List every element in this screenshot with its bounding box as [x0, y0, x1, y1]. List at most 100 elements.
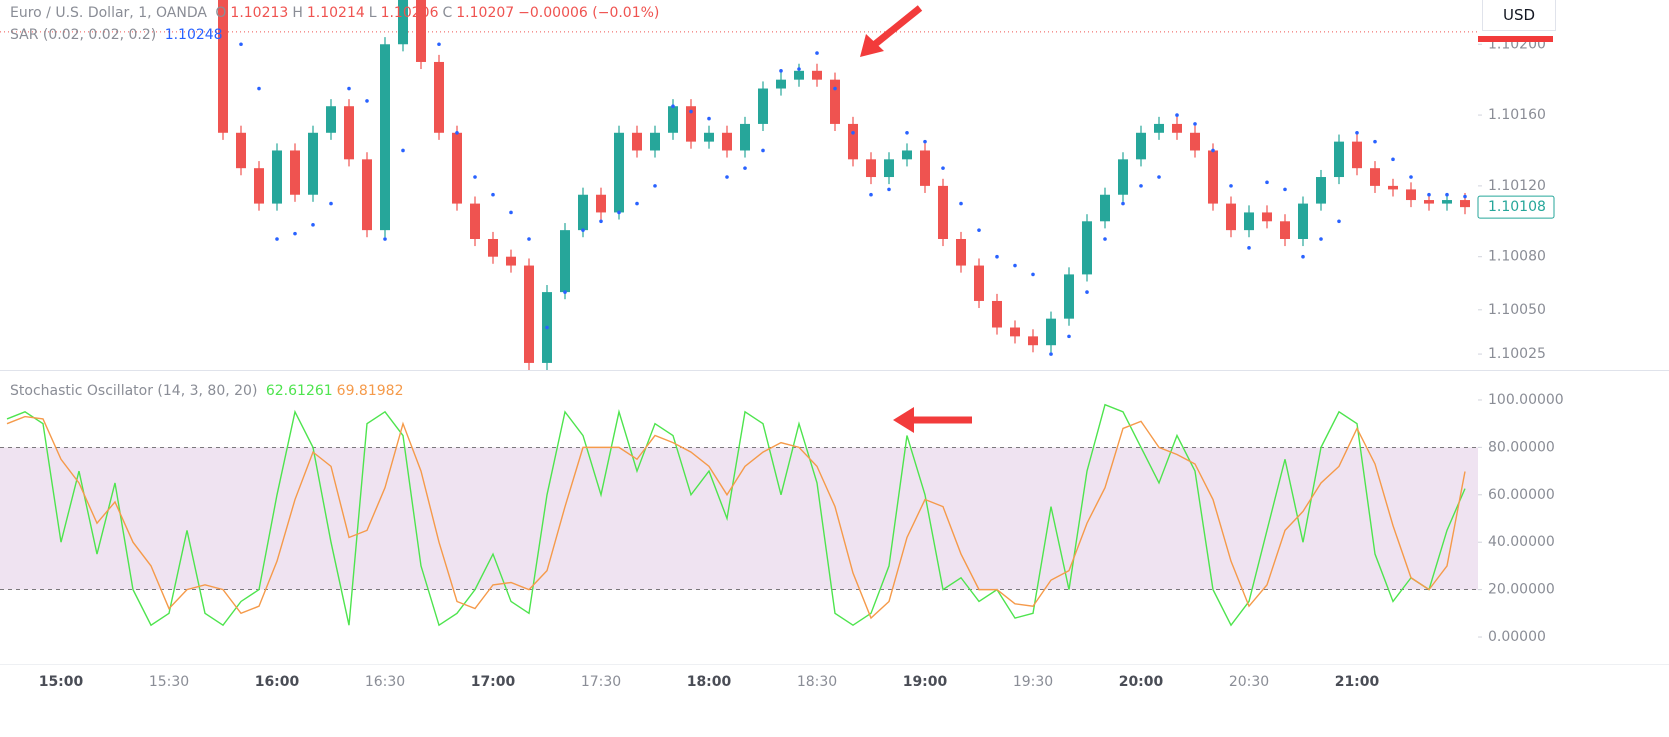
candle-body — [956, 238, 966, 266]
x-tick-label: 17:30 — [581, 674, 621, 690]
sar-dot — [1121, 201, 1125, 206]
candle-body — [1028, 336, 1038, 346]
candle-body — [830, 79, 840, 124]
arrow — [871, 5, 923, 48]
candle-body — [1280, 221, 1290, 239]
candle-body — [1352, 141, 1362, 169]
oscillator-value: 69.81982 — [336, 383, 404, 399]
ohlc-label: O — [215, 5, 227, 21]
ohlc-label: C — [442, 5, 453, 21]
sar-dot — [1013, 263, 1017, 268]
sar-dot — [617, 210, 621, 215]
sar-dot — [1283, 187, 1287, 192]
price-pane — [0, 0, 1478, 370]
sar-dot — [599, 219, 603, 224]
candle-body — [1190, 132, 1200, 151]
sar-dot — [1193, 122, 1197, 126]
sar-dot — [815, 51, 819, 55]
candle-body — [848, 123, 858, 160]
candle-body — [398, 0, 408, 45]
x-tick-label: 15:30 — [149, 674, 189, 690]
ohlc-value: 1.10206 — [380, 5, 439, 21]
sar-dot — [923, 139, 927, 144]
x-tick-label: 19:30 — [1013, 674, 1053, 690]
y-tick-label: 60.00000 — [1488, 487, 1555, 503]
sar-dot — [311, 223, 315, 227]
y-tick-label: 1.10120 — [1488, 178, 1546, 194]
y-tick-label: 1.10025 — [1488, 346, 1546, 362]
candle-body — [452, 132, 462, 204]
candle-body — [218, 0, 228, 133]
oscillator-pane — [0, 403, 1478, 627]
candle-body — [614, 132, 624, 213]
ohlc-value: 1.10213 — [230, 5, 289, 21]
candle-body — [254, 168, 264, 204]
candle-body — [992, 300, 1002, 328]
sar-dot — [257, 86, 261, 91]
candle-body — [344, 106, 354, 160]
candle-body — [290, 150, 300, 195]
sar-dot — [293, 231, 297, 236]
sar-dot — [707, 116, 711, 121]
sar-dot — [725, 175, 729, 179]
candle-body — [326, 106, 336, 133]
sar-dot — [671, 104, 675, 109]
sar-dot — [437, 42, 441, 47]
ohlc-label: H — [292, 5, 303, 21]
currency-button[interactable]: USD — [1482, 0, 1556, 31]
sar-dot — [1373, 139, 1377, 144]
sar-dot — [905, 130, 909, 135]
candle-body — [272, 150, 282, 204]
candle-body — [794, 70, 804, 80]
x-tick-label: 21:00 — [1335, 674, 1380, 690]
candle-body — [1226, 203, 1236, 231]
candle-body — [1136, 132, 1146, 160]
sar-dot — [581, 228, 585, 232]
sar-dot — [869, 192, 873, 197]
candle-body — [1100, 194, 1110, 222]
x-tick-label: 20:30 — [1229, 674, 1269, 690]
candle-body — [578, 194, 588, 231]
sar-dot — [1301, 254, 1305, 259]
sar-dot — [401, 148, 405, 153]
candle-body — [1316, 177, 1326, 204]
indicator-value: 1.10248 — [164, 27, 223, 43]
candle-body — [1172, 123, 1182, 133]
sar-dot — [239, 42, 243, 47]
axes: 1.102001.101601.101201.100801.100501.100… — [0, 36, 1669, 690]
sar-dot — [833, 86, 837, 91]
candle-body — [470, 203, 480, 239]
candle-body — [1082, 221, 1092, 275]
sar-dot — [1157, 175, 1161, 179]
sar-dot — [1103, 237, 1107, 241]
x-tick-label: 16:30 — [365, 674, 405, 690]
sar-dot — [1049, 352, 1053, 356]
sar-dot — [995, 254, 999, 259]
candle-body — [1118, 159, 1128, 195]
last-price-box — [1477, 195, 1555, 219]
ohlc-value: 1.10214 — [306, 5, 365, 21]
sar-dot — [959, 201, 963, 206]
indicator-name: SAR (0.02, 0.02, 0.2) — [10, 27, 157, 43]
oscillator-value: 62.61261 — [265, 383, 333, 399]
sar-dot — [491, 192, 495, 197]
candle-body — [236, 132, 246, 169]
candle-body — [776, 79, 786, 89]
sar-dot — [1247, 246, 1251, 250]
x-tick-label: 20:00 — [1119, 674, 1164, 690]
y-tick-label: 1.10160 — [1488, 107, 1546, 123]
sar-dot — [1337, 219, 1341, 224]
candle-body — [362, 159, 372, 231]
sar-dot — [473, 175, 477, 179]
sar-dot — [1211, 148, 1215, 153]
candle-body — [938, 185, 948, 239]
candle-body — [686, 106, 696, 142]
sar-dot — [1265, 180, 1269, 185]
candle-body — [1244, 212, 1254, 231]
candle-body — [722, 132, 732, 151]
candle-body — [758, 88, 768, 124]
x-tick-label: 19:00 — [903, 674, 948, 690]
y-tick-label: 0.00000 — [1488, 629, 1546, 645]
